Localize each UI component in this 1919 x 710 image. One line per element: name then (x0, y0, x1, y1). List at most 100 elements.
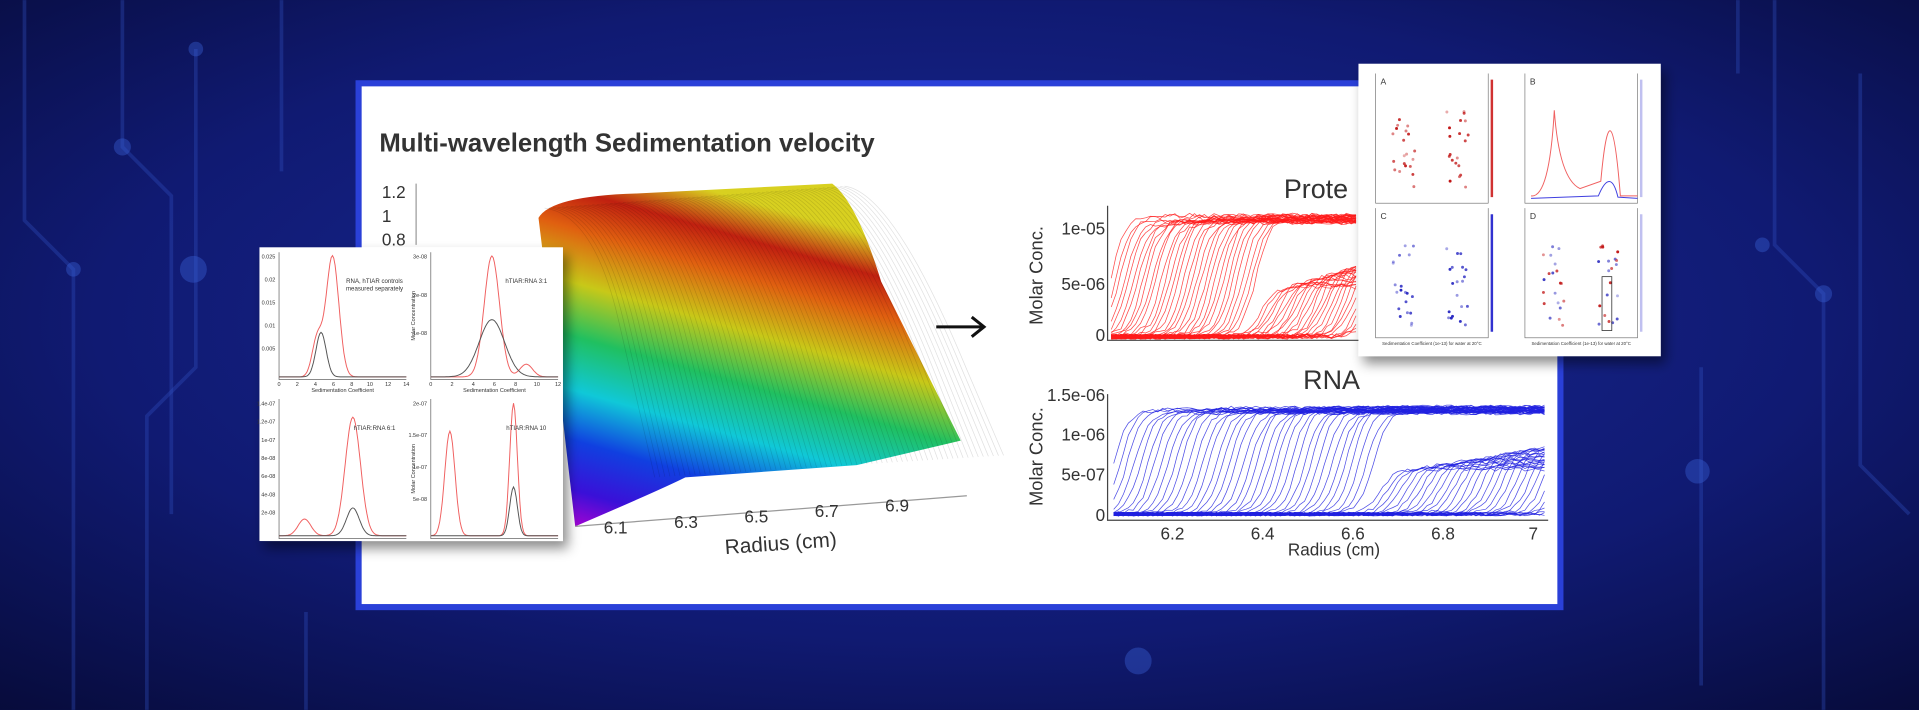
scatter-dot (1402, 162, 1406, 166)
scatter-dot (1541, 290, 1545, 294)
scatter-dot (1562, 299, 1566, 303)
scatter-dot (1392, 159, 1396, 163)
surface-trace (753, 192, 898, 463)
scatter-dot (1557, 247, 1561, 251)
scatter-dot (1597, 322, 1601, 326)
scatter-dot (1615, 317, 1619, 321)
scatter-dot (1391, 261, 1395, 265)
y-tick-label: 0.02 (265, 278, 276, 284)
surface-trace (787, 189, 939, 460)
axis (430, 399, 559, 539)
surface-trace (661, 199, 792, 469)
scatter-dot (1407, 253, 1411, 257)
x-tick-label: 8 (514, 382, 517, 388)
scatter-dot (1542, 302, 1546, 306)
y-tick-label: 1e-08 (413, 331, 427, 337)
axis (430, 252, 559, 380)
scatter-dot (1410, 295, 1414, 299)
annotation: hTIAR:RNA 3:1 (505, 278, 547, 285)
x-tick-label: 6.3 (674, 512, 698, 532)
scatter-dot (1463, 139, 1467, 143)
axis (278, 252, 407, 380)
scatter-dot (1455, 156, 1459, 160)
scatter-dot (1558, 306, 1562, 310)
surface-trace (666, 198, 797, 469)
surface-trace (761, 191, 908, 462)
y-tick-label: 5e-06 (1061, 274, 1105, 294)
scatter-dot (1601, 245, 1605, 249)
scatter-dot (1551, 245, 1555, 249)
scatter-dot (1455, 280, 1459, 284)
scatter-dot (1548, 316, 1552, 320)
scatter-dot (1462, 110, 1466, 114)
y-tick-label: 0.025 (262, 255, 276, 261)
scatter-dot (1549, 253, 1553, 257)
scatter-dot (1556, 301, 1560, 305)
surface-trace (792, 189, 944, 460)
x-tick-label: 6 (493, 382, 496, 388)
y-tick-label: 1.4e-07 (257, 401, 276, 407)
colorbar (1639, 79, 1643, 198)
surface-trace (648, 200, 777, 470)
surface-trace (800, 188, 954, 459)
surface-trace (844, 185, 1004, 456)
surface-trace (588, 204, 706, 475)
scatter-dot (1463, 119, 1467, 123)
y-tick-label: 0.015 (262, 301, 276, 307)
scatter-dot (1607, 259, 1611, 263)
scatter-dot (1405, 291, 1409, 295)
x-axis-label: Sedimentation Coefficient (311, 388, 374, 394)
scatter-dot (1448, 126, 1451, 130)
scatter-dot (1393, 168, 1397, 172)
axis (1375, 73, 1489, 204)
x-tick-label: 6 (332, 382, 335, 388)
x-tick-label: 0 (278, 382, 281, 388)
panel-title: Prote (1284, 174, 1348, 204)
curve (430, 485, 559, 537)
surface-trace (840, 186, 999, 456)
axis (1524, 208, 1638, 339)
surface-trace (809, 188, 964, 459)
axis (1106, 205, 1359, 341)
scatter-dot (1402, 154, 1406, 158)
surface-trace (757, 192, 903, 462)
surface-trace (653, 199, 782, 470)
surface-trace (601, 203, 721, 474)
scatter-dot (1398, 315, 1402, 318)
surface-trace (683, 197, 817, 468)
scatter-dot (1447, 310, 1451, 314)
scatter-dot (1408, 164, 1412, 168)
y-tick-label: 1.5e-07 (408, 433, 427, 439)
surface-trace (748, 192, 893, 463)
scatter-dot (1398, 253, 1401, 257)
y-axis-label: Molar Conc. (1026, 407, 1047, 506)
panel-label: B (1530, 76, 1536, 86)
surface-trace (566, 206, 681, 476)
scatter-dot (1399, 288, 1403, 292)
surface-trace (627, 201, 752, 472)
scatter-dot (1598, 304, 1602, 308)
x-tick-label: 8 (350, 382, 353, 388)
y-tick-label: 1e-07 (413, 465, 427, 471)
scatter-dot (1597, 260, 1601, 264)
surface-trace (731, 194, 873, 464)
y-tick-label: 2e-08 (261, 511, 275, 517)
surface-trace (813, 187, 969, 458)
surface-trace (718, 195, 858, 465)
scatter-dot (1462, 275, 1466, 279)
scatter-dot (1448, 179, 1452, 183)
surface-trace (727, 194, 868, 465)
surface-trace (779, 190, 929, 461)
scatter-dot (1404, 300, 1408, 304)
y-axis-label: Molar Conc. (1026, 226, 1047, 325)
z-tick-label: 0.8 (382, 230, 406, 250)
surface-trace (705, 195, 843, 466)
panel-label: C (1381, 211, 1387, 221)
scatter-dot (1454, 161, 1458, 165)
scatter-dot (1395, 290, 1399, 294)
surface-trace (783, 190, 934, 460)
surface-trace (692, 196, 827, 467)
curve (1530, 110, 1638, 197)
x-axis-label: Sedimentation Coefficient (1e-13) for wa… (1382, 341, 1482, 346)
